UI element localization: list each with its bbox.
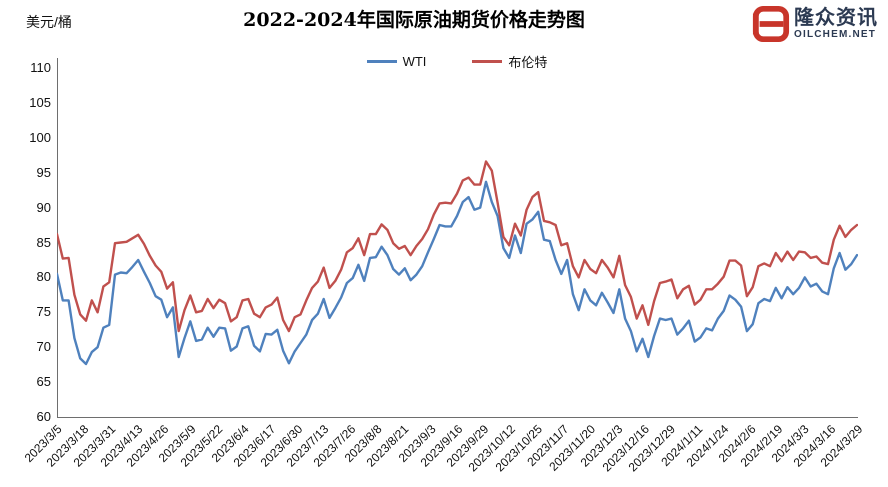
wti-line (57, 180, 858, 366)
y-axis-tick-label: 90 (36, 199, 51, 215)
y-axis-tick-label: 100 (29, 129, 51, 145)
legend-label-brent: 布伦特 (508, 55, 548, 70)
oilchem-logo: 隆众资讯 OILCHEM.NET (752, 4, 878, 44)
brent-line-swatch (472, 60, 503, 63)
legend-item-wti: WTI (366, 54, 427, 69)
y-axis-tick-label: 80 (36, 269, 51, 285)
y-axis-tick-label: 105 (29, 94, 51, 110)
logo-brand-cn: 隆众资讯 (794, 7, 878, 29)
plot-area (57, 160, 858, 366)
y-axis-tick-label: 65 (36, 374, 51, 390)
oilchem-e-icon (752, 5, 790, 43)
y-axis-unit-label: 美元/桶 (26, 14, 72, 30)
legend-label-wti: WTI (402, 54, 427, 69)
y-axis-tick-label: 70 (36, 339, 51, 355)
chart-legend: WTI 布伦特 (57, 52, 857, 71)
brent-line (57, 160, 858, 333)
y-axis-tick-label: 110 (30, 60, 51, 75)
y-axis-tick-label: 60 (36, 409, 51, 424)
y-axis-tick-label: 85 (36, 234, 51, 250)
x-axis-line (57, 417, 858, 418)
y-axis-tick-label: 95 (36, 164, 51, 180)
chart-title: 2022-2024年国际原油期货价格走势图 (243, 9, 585, 31)
logo-text: 隆众资讯 OILCHEM.NET (794, 8, 878, 40)
logo-brand-en: OILCHEM.NET (794, 29, 877, 40)
y-axis-tick-label: 75 (36, 304, 51, 320)
legend-item-brent: 布伦特 (472, 52, 547, 71)
wti-line-swatch (366, 60, 397, 63)
